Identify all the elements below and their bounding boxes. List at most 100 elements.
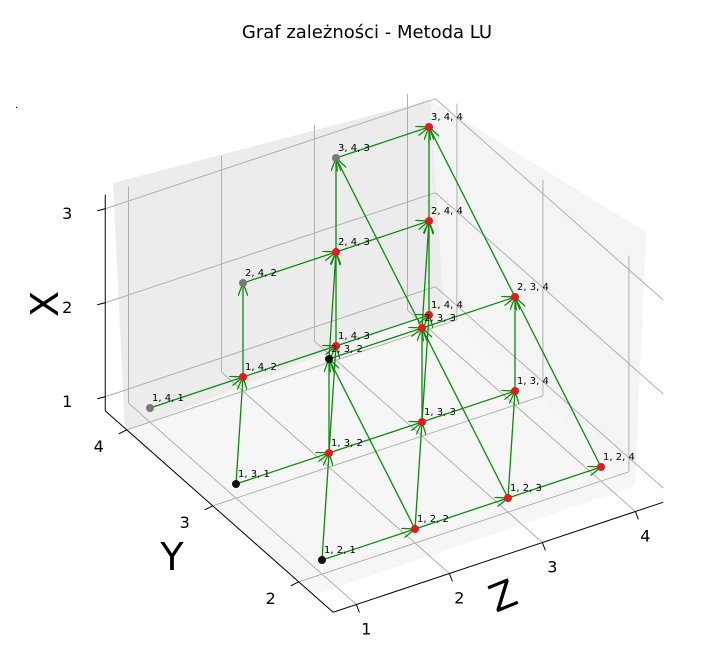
z-tick	[634, 511, 639, 520]
dependency-arrow	[414, 422, 422, 530]
gridline	[105, 98, 436, 210]
gridline	[105, 286, 436, 398]
point-label: 1, 3, 2	[331, 438, 363, 449]
point-label: 2, 4, 3	[338, 237, 370, 248]
x-tick	[97, 302, 106, 306]
dependency-arrow	[429, 127, 516, 298]
dependency-arrow	[242, 252, 336, 284]
dependency-arrow	[422, 328, 509, 499]
gridline	[298, 471, 630, 583]
axis-label-y: Y	[159, 535, 184, 579]
dependency-arrow	[421, 297, 515, 329]
point-label: 3, 4, 4	[431, 112, 463, 123]
gridline	[105, 192, 436, 304]
graph-point	[418, 324, 426, 332]
x-tick-label: 1	[62, 392, 72, 411]
point-label: 2, 3, 2	[331, 344, 363, 355]
dependency-arrow	[507, 391, 515, 499]
gridline	[128, 402, 357, 605]
dependency-arrow	[507, 467, 601, 499]
y-tick	[290, 581, 299, 587]
graph-point	[332, 342, 340, 350]
gridline	[435, 98, 664, 301]
point-label: 2, 4, 4	[431, 206, 463, 217]
z-axis-line	[332, 501, 664, 613]
z-tick	[448, 573, 453, 582]
dependency-arrow	[335, 127, 429, 159]
point-label: 1, 4, 4	[431, 300, 463, 311]
point-label: 1, 4, 1	[152, 393, 184, 404]
graph-point	[146, 404, 154, 412]
y-tick-label: 4	[94, 437, 104, 456]
dependency-arrow	[335, 221, 429, 253]
dependency-arrow	[328, 422, 422, 454]
dependency-arrow	[328, 252, 336, 360]
dependency-arrow	[329, 359, 416, 530]
graph-points: 1, 2, 1 1, 3, 1 1, 4, 1 1, 2, 2 1, 3, 2 1, 4,…	[146, 112, 635, 564]
point-label: 1, 2, 3	[510, 483, 542, 494]
graph-point	[239, 373, 247, 381]
y-tick-label: 2	[266, 589, 276, 608]
graph-point	[325, 355, 333, 363]
back-pane	[113, 100, 444, 432]
graph-point	[332, 154, 340, 162]
dependency-arrow	[235, 377, 243, 485]
graph-point	[504, 494, 512, 502]
gridline	[212, 395, 544, 507]
dependency-arrow	[336, 158, 423, 329]
gridline	[435, 286, 664, 489]
side-pane	[430, 100, 646, 486]
z-tick	[541, 542, 546, 551]
graph-point	[332, 248, 340, 256]
dependency-arrow	[414, 498, 508, 530]
x-tick-label: 2	[62, 298, 72, 317]
point-label: 1, 2, 1	[324, 545, 356, 556]
gridline	[407, 309, 636, 512]
dependency-arrow	[235, 453, 329, 485]
axis-panes	[113, 100, 646, 594]
point-label: 1, 3, 3	[424, 407, 456, 418]
graph-point	[425, 217, 433, 225]
dependency-arrow	[515, 297, 602, 468]
point-label: 1, 2, 4	[603, 452, 635, 463]
point-label: 2, 3, 3	[424, 313, 456, 324]
dependency-arrow	[149, 377, 243, 409]
graph-point	[425, 123, 433, 131]
axis-ticks: 1 2 3 4 2 3 4 1 2 3	[62, 204, 650, 639]
gridlines	[105, 93, 664, 605]
dependency-arrow	[421, 391, 515, 423]
dependency-arrow	[321, 529, 415, 561]
y-axis-line	[104, 410, 334, 613]
graph-point	[325, 449, 333, 457]
z-tick	[355, 604, 360, 613]
dependency-arrow	[242, 346, 336, 378]
axis-label-x: X	[23, 291, 67, 317]
stray-mark: .	[15, 100, 18, 111]
axis-label-z: Z	[483, 571, 524, 622]
y-tick	[204, 505, 213, 511]
graph-point	[232, 480, 240, 488]
graph-point	[418, 418, 426, 426]
graph-point	[239, 279, 247, 287]
graph-point	[511, 293, 519, 301]
gridline	[126, 319, 458, 431]
z-tick-label: 2	[454, 589, 464, 608]
graph-point	[318, 556, 326, 564]
chart-title: Graf zależności - Metoda LU	[242, 22, 492, 43]
point-label: 1, 4, 2	[245, 362, 277, 373]
x-tick	[97, 396, 106, 400]
z-tick-label: 4	[640, 527, 650, 546]
dependency-arrow	[335, 315, 429, 347]
y-tick-label: 3	[180, 513, 190, 532]
point-label: 1, 2, 2	[417, 514, 449, 525]
graph-point	[411, 525, 419, 533]
gridline	[221, 371, 450, 574]
point-label: 2, 4, 2	[245, 268, 277, 279]
z-tick-label: 3	[547, 558, 557, 577]
y-tick	[118, 429, 127, 435]
point-label: 1, 3, 1	[238, 469, 270, 480]
dependency-edges	[149, 127, 602, 561]
z-tick-label: 1	[361, 620, 371, 639]
graph-point	[425, 311, 433, 319]
x-tick-label: 3	[62, 204, 72, 223]
